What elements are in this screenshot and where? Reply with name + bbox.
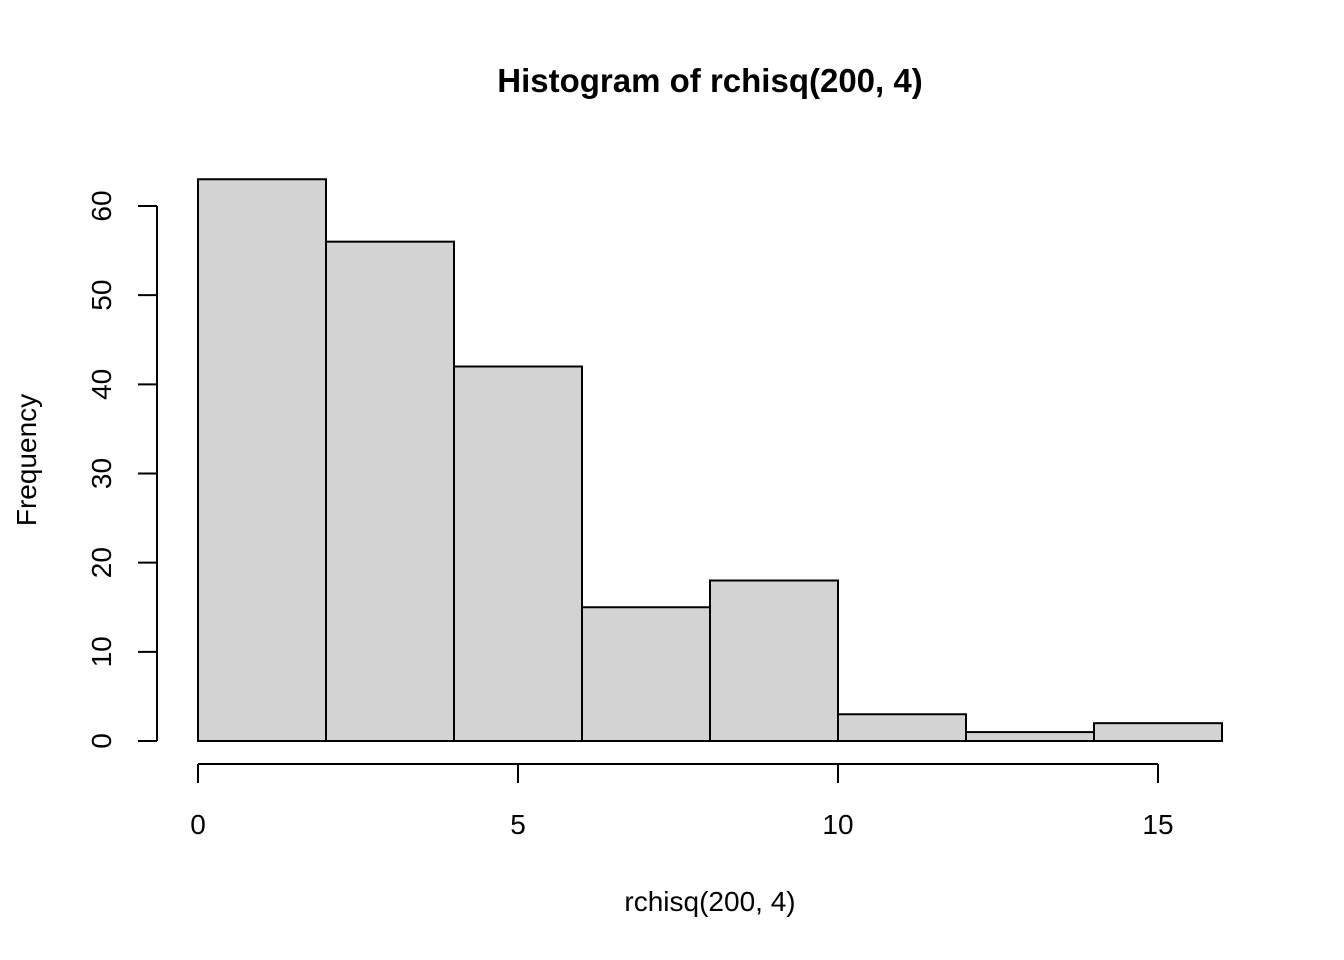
x-tick-label: 10 bbox=[822, 809, 853, 840]
x-tick-label: 5 bbox=[510, 809, 526, 840]
histogram-bar-6 bbox=[965, 731, 1095, 742]
y-axis-label: Frequency bbox=[11, 394, 42, 526]
histogram-bar-3 bbox=[581, 606, 711, 742]
x-tick-label: 0 bbox=[190, 809, 206, 840]
y-tick-label: 30 bbox=[86, 458, 117, 489]
x-tick-label: 15 bbox=[1142, 809, 1173, 840]
y-tick-label: 10 bbox=[86, 636, 117, 667]
y-tick-label: 20 bbox=[86, 547, 117, 578]
y-axis: 0 10 20 30 40 50 60 bbox=[86, 190, 158, 749]
x-axis-label: rchisq(200, 4) bbox=[624, 886, 795, 917]
histogram-bar-2 bbox=[453, 365, 583, 742]
histogram-bar-5 bbox=[837, 713, 967, 742]
x-axis: 0 5 10 15 bbox=[190, 763, 1174, 840]
histogram-bar-0 bbox=[197, 178, 327, 742]
y-tick-label: 50 bbox=[86, 280, 117, 311]
y-tick-label: 60 bbox=[86, 190, 117, 221]
y-tick-label: 40 bbox=[86, 369, 117, 400]
histogram-bar-1 bbox=[325, 240, 455, 743]
bars-group bbox=[197, 178, 1223, 743]
histogram-bar-7 bbox=[1093, 722, 1223, 743]
y-tick-label: 0 bbox=[86, 733, 117, 749]
chart-title: Histogram of rchisq(200, 4) bbox=[497, 62, 922, 99]
histogram-bar-4 bbox=[709, 579, 839, 742]
